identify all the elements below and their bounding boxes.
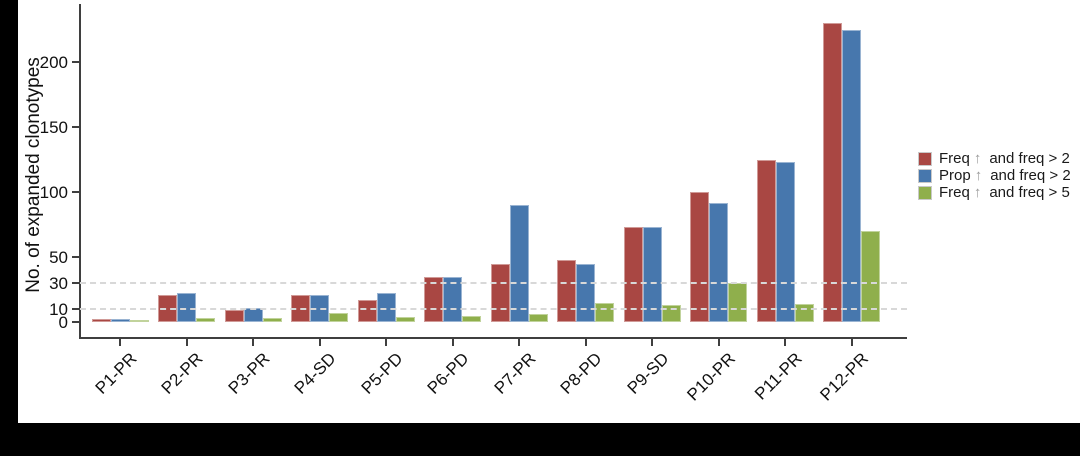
legend-label-prefix: Freq <box>939 184 970 201</box>
legend-item-1: Freq ↑ and freq > 2 <box>918 150 1071 167</box>
y-tick <box>72 256 79 259</box>
y-axis-line <box>79 4 81 339</box>
y-tick-label: 30 <box>49 274 68 294</box>
legend-item-3: Freq ↑ and freq > 5 <box>918 184 1071 201</box>
bar-P7-PR-series-1 <box>490 263 510 322</box>
x-tick <box>385 339 387 346</box>
y-tick <box>72 308 79 311</box>
up-arrow-icon: ↑ <box>973 150 982 167</box>
bar-P11-PR-series-1 <box>756 159 776 322</box>
bar-P8-PD-series-2 <box>576 263 595 322</box>
y-tick-label: 10 <box>49 300 68 320</box>
bar-P5-PD-series-1 <box>357 299 377 322</box>
x-tick <box>318 339 321 346</box>
x-tick-label: P5-PD <box>357 349 407 398</box>
bar-P9-SD-series-2 <box>642 227 662 322</box>
x-axis-line <box>79 337 907 339</box>
legend-label-prefix: Prop <box>939 167 971 184</box>
x-tick-label: P8-PD <box>557 349 606 398</box>
bar-P7-PR-series-2 <box>509 205 529 322</box>
bar-P12-PR-series-3 <box>861 231 880 322</box>
y-tick <box>72 61 79 64</box>
legend-label-suffix: and freq > 2 <box>990 167 1071 184</box>
bar-P12-PR-series-2 <box>842 29 861 322</box>
x-tick <box>119 339 121 346</box>
x-tick <box>185 339 188 346</box>
x-tick <box>451 339 454 346</box>
gridline <box>80 282 907 285</box>
y-tick-label: 50 <box>49 248 68 268</box>
legend-swatch <box>918 168 932 183</box>
y-tick <box>72 282 79 285</box>
bar-P4-SD-series-3 <box>329 312 348 322</box>
y-tick-label: 0 <box>58 313 68 332</box>
legend-label: Prop ↑ and freq > 2 <box>939 167 1071 184</box>
y-tick-label: 200 <box>39 53 68 73</box>
bar-P8-PD-series-3 <box>595 302 614 322</box>
y-tick-label: 100 <box>39 183 68 203</box>
legend-label: Freq ↑ and freq > 5 <box>939 184 1070 201</box>
bar-P10-PR-series-3 <box>728 283 747 322</box>
bar-P7-PR-series-3 <box>528 314 548 322</box>
y-tick-label: 150 <box>39 118 68 138</box>
legend-label: Freq ↑ and freq > 2 <box>939 150 1070 167</box>
bar-P5-PD-series-3 <box>395 316 415 322</box>
bar-P2-PR-series-2 <box>177 293 196 322</box>
legend-label-suffix: and freq > 5 <box>989 184 1070 201</box>
bar-P12-PR-series-1 <box>823 23 842 322</box>
figure-background <box>18 0 1080 423</box>
bar-P11-PR-series-3 <box>794 303 814 322</box>
y-tick <box>72 321 79 323</box>
x-tick-label: P7-PR <box>490 349 540 398</box>
y-tick <box>72 191 79 194</box>
legend: Freq ↑ and freq > 2 Prop ↑ and freq > 2 Freq ↑ a… <box>918 150 1071 201</box>
x-tick <box>850 339 853 346</box>
bar-P5-PD-series-2 <box>376 293 396 322</box>
legend-label-prefix: Freq <box>939 150 970 167</box>
bar-P3-PR-series-3 <box>262 318 282 322</box>
bar-P1-PR-series-3 <box>129 320 149 322</box>
bar-P1-PR-series-1 <box>91 319 111 322</box>
legend-swatch <box>918 151 932 166</box>
legend-label-suffix: and freq > 2 <box>989 150 1070 167</box>
up-arrow-icon: ↑ <box>974 167 983 184</box>
x-tick-label: P4-SD <box>291 349 340 398</box>
bar-P6-PD-series-3 <box>462 315 481 322</box>
bar-P1-PR-series-2 <box>110 319 130 322</box>
x-tick-label: P11-PR <box>750 349 806 404</box>
bar-P6-PD-series-1 <box>424 276 443 322</box>
x-tick-label: P3-PR <box>224 349 274 398</box>
gridline <box>80 308 907 311</box>
x-tick <box>717 339 720 346</box>
x-tick-label: P9-SD <box>623 349 673 398</box>
x-tick-label: P10-PR <box>683 349 739 405</box>
x-tick-label: P6-PD <box>424 349 473 398</box>
x-tick <box>252 339 254 346</box>
x-tick <box>784 339 786 346</box>
x-tick <box>584 339 587 346</box>
x-tick <box>651 339 653 346</box>
bar-P3-PR-series-1 <box>224 310 244 322</box>
bar-P2-PR-series-3 <box>196 318 215 322</box>
legend-swatch <box>918 185 932 200</box>
bar-P10-PR-series-1 <box>690 192 709 322</box>
up-arrow-icon: ↑ <box>973 184 982 201</box>
bar-P11-PR-series-2 <box>775 162 795 322</box>
bar-P6-PD-series-2 <box>443 276 462 322</box>
x-tick-label: P12-PR <box>816 349 872 405</box>
y-tick <box>72 126 79 129</box>
bar-P8-PD-series-1 <box>557 259 576 322</box>
x-tick-label: P2-PR <box>158 349 207 398</box>
x-tick <box>518 339 520 346</box>
bar-P10-PR-series-2 <box>709 202 728 322</box>
x-tick-label: P1-PR <box>91 349 141 398</box>
legend-item-2: Prop ↑ and freq > 2 <box>918 167 1071 184</box>
bar-P9-SD-series-1 <box>623 227 643 322</box>
